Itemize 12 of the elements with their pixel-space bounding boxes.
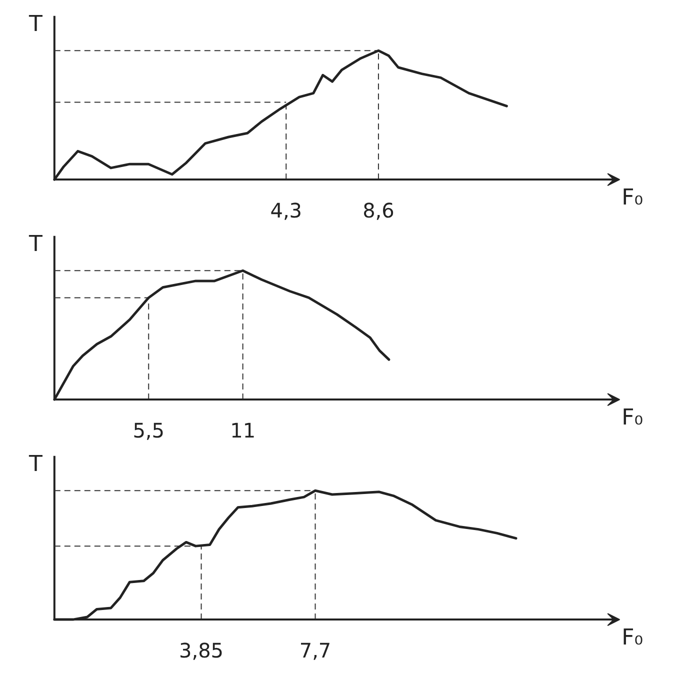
x-tick-label: 5,5 — [132, 418, 165, 442]
y-axis-title: T — [28, 12, 43, 37]
y-axis-title: T — [28, 452, 43, 477]
y-axis-title: T — [28, 232, 43, 257]
x-tick-label: 7,7 — [299, 638, 332, 662]
x-axis-title: F₀ — [622, 186, 644, 211]
x-axis-title: F₀ — [622, 406, 644, 431]
x-axis-title: F₀ — [622, 626, 644, 651]
x-tick-label: 4,3 — [270, 198, 302, 222]
x-tick-label: 11 — [230, 418, 256, 442]
x-tick-label: 8,6 — [362, 198, 394, 222]
x-tick-label: 3,85 — [179, 638, 224, 662]
